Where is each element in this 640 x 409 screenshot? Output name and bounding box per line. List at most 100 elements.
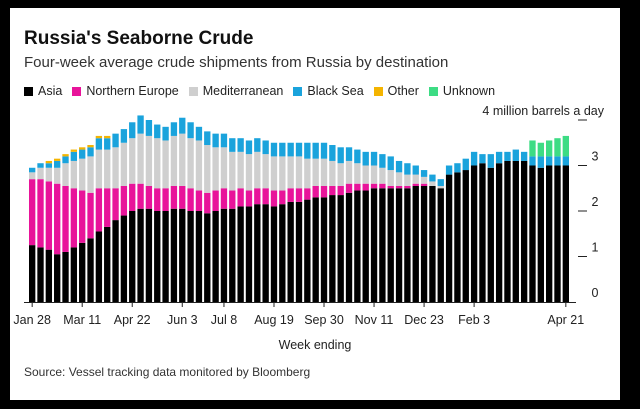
bar-segment-asia (245, 206, 253, 302)
bar-segment-mediterranean (62, 163, 69, 186)
chart-card: Russia's Seaborne Crude Four-week averag… (10, 8, 620, 400)
x-tick-label: Jul 8 (211, 313, 237, 327)
bar-segment-black-sea (245, 140, 253, 155)
bar-segment-black-sea (145, 120, 153, 136)
bar-segment-northern-europe (187, 188, 194, 211)
y-tick-label: 3 (592, 150, 599, 164)
bar-segment-mediterranean (304, 158, 311, 189)
bar-segment-asia (237, 206, 244, 302)
bar-segment-asia (512, 160, 519, 302)
legend-label: Black Sea (307, 84, 364, 98)
x-tick-label: Sep 30 (304, 313, 344, 327)
bar-segment-black-sea (120, 129, 128, 143)
bar-segment-mediterranean (287, 156, 294, 189)
bar-segment-asia (337, 195, 344, 302)
bar-segment-northern-europe (170, 185, 178, 209)
bar-segment-black-sea (329, 145, 336, 161)
bar-segment-asia (70, 247, 78, 302)
bar-segment-black-sea (104, 138, 111, 150)
bar-segment-northern-europe (270, 190, 278, 207)
bar-segment-black-sea (229, 138, 236, 152)
bar-segment-northern-europe (37, 179, 44, 248)
bar-segment-asia (329, 195, 336, 302)
bar-segment-black-sea (470, 151, 478, 166)
bar-segment-northern-europe (104, 188, 111, 227)
bar-segment-black-sea (379, 154, 386, 168)
bar-segment-northern-europe (29, 179, 36, 246)
legend-swatch (188, 86, 198, 96)
bar-segment-asia (104, 226, 111, 303)
bar-segment-asia (262, 204, 269, 303)
bar-segment-mediterranean (87, 156, 94, 193)
bar-segment-asia (279, 204, 286, 303)
legend-item-mediterranean: Mediterranean (188, 84, 284, 98)
bar-segment-asia (470, 165, 478, 302)
bar-segment-mediterranean (279, 156, 286, 191)
bar-segment-asia (404, 188, 411, 302)
bar-segment-black-sea (429, 174, 436, 182)
bar-segment-asia (204, 213, 211, 302)
bar-segment-asia (187, 211, 194, 302)
bar-segment-mediterranean (170, 135, 178, 186)
bar-segment-mediterranean (204, 145, 211, 193)
legend-label: Mediterranean (202, 84, 284, 98)
bar-segment-asia (554, 165, 561, 302)
bar-segment-northern-europe (345, 183, 353, 193)
bar-segment-black-sea (387, 156, 394, 171)
bar-segment-northern-europe (145, 185, 153, 209)
bar-segment-black-sea (420, 170, 428, 177)
bar-segment-mediterranean (104, 149, 111, 189)
bar-segment-mediterranean (95, 149, 103, 189)
bar-segment-mediterranean (220, 147, 228, 189)
bar-segment-northern-europe (137, 183, 144, 209)
bar-segment-northern-europe (262, 188, 269, 205)
bar-segment-other (45, 160, 53, 164)
bar-segment-northern-europe (87, 192, 94, 239)
bar-segment-black-sea (54, 160, 61, 168)
legend-label: Other (387, 84, 419, 98)
bar-segment-mediterranean (345, 160, 353, 184)
bar-segment-asia (537, 167, 544, 302)
bar-segment-asia (112, 220, 119, 302)
bar-segment-northern-europe (379, 183, 386, 189)
bar-segment-black-sea (287, 142, 294, 157)
bar-segment-black-sea (204, 131, 211, 146)
bar-segment-black-sea (179, 117, 186, 134)
bar-segment-asia (87, 238, 94, 302)
bar-segment-asia (462, 170, 469, 302)
bar-segment-mediterranean (229, 151, 236, 191)
legend-swatch (293, 86, 303, 96)
bar-segment-asia (220, 208, 228, 302)
bar-segment-northern-europe (179, 185, 186, 209)
bar-segment-mediterranean (379, 167, 386, 184)
bar-segment-northern-europe (45, 181, 53, 250)
bar-segment-mediterranean (295, 156, 303, 189)
legend-swatch (72, 86, 82, 96)
bar-segment-mediterranean (79, 158, 86, 191)
bar-segment-mediterranean (37, 167, 44, 180)
x-tick-label: Jun 3 (167, 313, 198, 327)
bar-segment-mediterranean (187, 138, 194, 189)
bar-segment-black-sea (545, 156, 553, 166)
bar-segment-asia (529, 165, 536, 302)
legend-swatch (428, 86, 438, 96)
bar-segment-northern-europe (404, 185, 411, 189)
bar-segment-mediterranean (237, 151, 244, 189)
bar-segment-black-sea (395, 160, 403, 173)
bar-segment-mediterranean (254, 151, 261, 189)
bar-segment-black-sea (162, 126, 169, 141)
bar-segment-black-sea (112, 133, 119, 148)
bar-segment-asia (295, 201, 303, 302)
bar-segment-black-sea (295, 142, 303, 157)
bar-segment-asia (412, 185, 419, 302)
bar-segment-mediterranean (112, 147, 119, 189)
legend-item-northern-europe: Northern Europe (72, 84, 179, 98)
bar-segment-northern-europe (154, 188, 161, 211)
legend-item-unknown: Unknown (428, 84, 495, 98)
bar-segment-northern-europe (287, 188, 294, 202)
source-note: Source: Vessel tracking data monitored b… (24, 365, 311, 379)
bar-segment-mediterranean (195, 140, 203, 191)
bar-segment-northern-europe (95, 188, 103, 232)
bar-segment-black-sea (404, 163, 411, 175)
bar-segment-asia (79, 242, 86, 302)
